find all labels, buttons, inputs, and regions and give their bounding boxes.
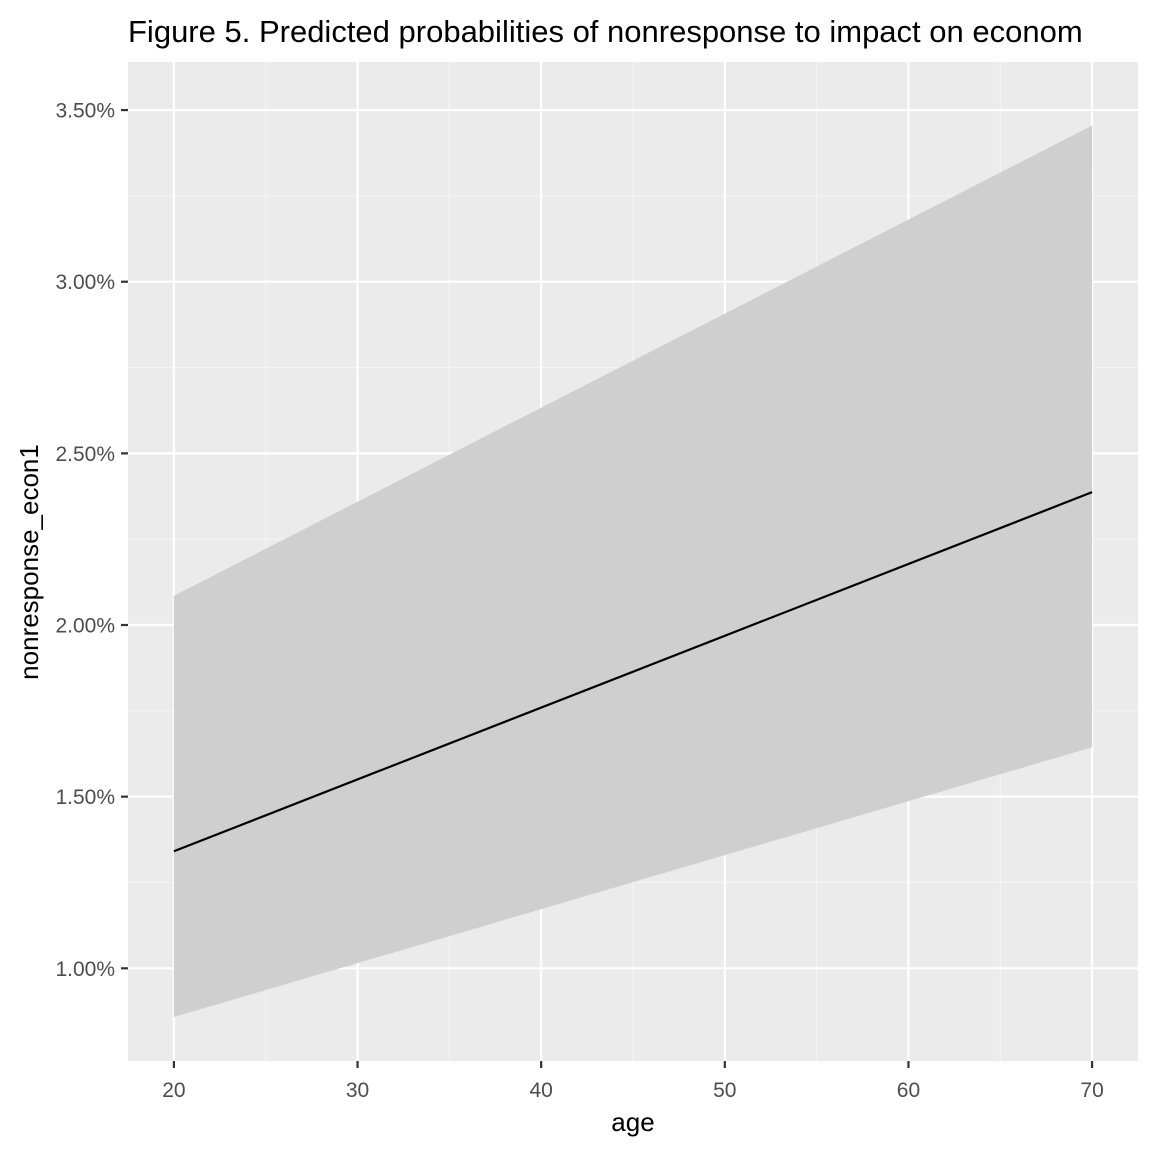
confidence-ribbon xyxy=(173,125,1093,1018)
x-tick-label: 20 xyxy=(162,1079,185,1102)
chart-title: Figure 5. Predicted probabilities of non… xyxy=(128,14,1083,49)
y-tick-label: 1.50% xyxy=(55,786,115,809)
y-tick-label: 2.50% xyxy=(55,443,115,466)
y-tick-label: 1.00% xyxy=(55,958,115,981)
y-axis: 1.00% 1.50% 2.00% 2.50% 3.00% 3.50% xyxy=(55,100,128,981)
y-tick-label: 2.00% xyxy=(55,615,115,638)
x-tick-label: 60 xyxy=(897,1079,920,1102)
y-tick-label: 3.00% xyxy=(55,271,115,294)
x-tick-label: 30 xyxy=(346,1079,369,1102)
data-marks xyxy=(173,125,1093,1018)
x-tick-label: 70 xyxy=(1080,1079,1103,1102)
x-axis-label: age xyxy=(611,1107,654,1137)
y-tick-label: 3.50% xyxy=(55,100,115,123)
y-axis-label: nonresponse_econ1 xyxy=(14,444,44,680)
prediction-line xyxy=(173,491,1093,853)
x-axis: 20 30 40 50 60 70 xyxy=(162,1061,1104,1102)
x-tick-label: 50 xyxy=(713,1079,736,1102)
x-tick-label: 40 xyxy=(530,1079,553,1102)
